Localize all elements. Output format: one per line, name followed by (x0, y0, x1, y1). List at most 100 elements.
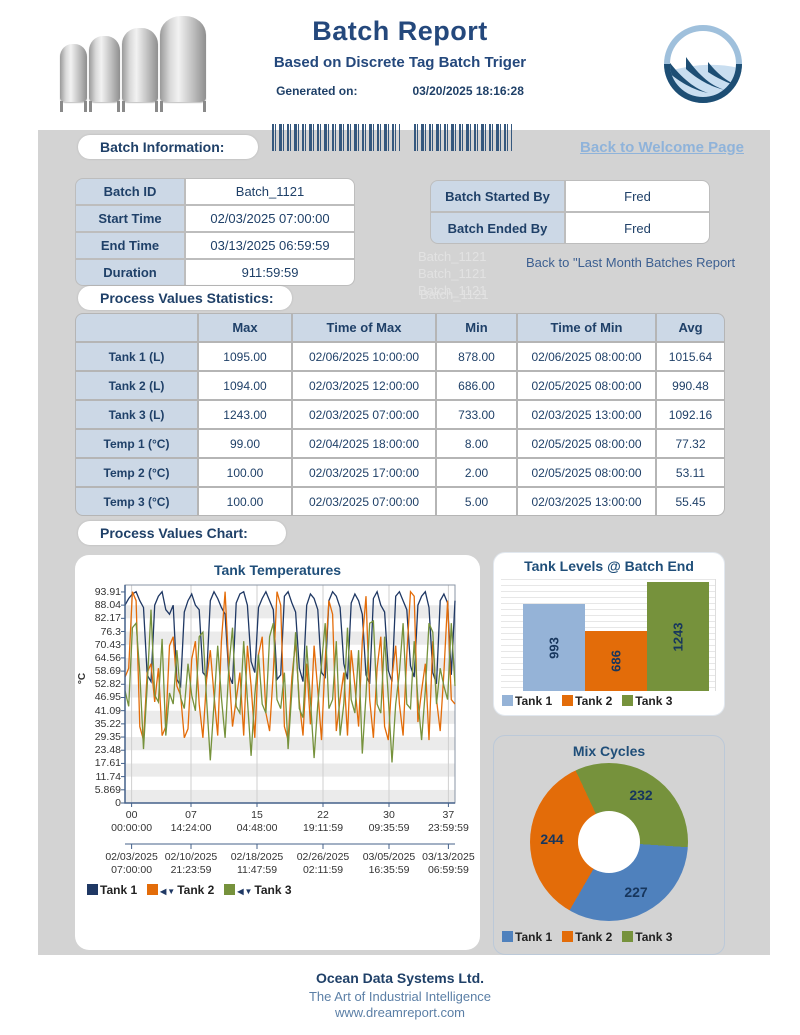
date-tick-label: 02/03/2025 07:00:00 (97, 851, 167, 877)
bar-tank1: 993 (523, 604, 585, 691)
y-tick-label: 23.48 (94, 744, 121, 757)
batch-info-value: 911:59:59 (185, 259, 355, 286)
chart-section-heading: Process Values Chart: (78, 521, 286, 545)
stats-column-header (75, 313, 198, 342)
date-tick-line1: 03/05/2025 (362, 851, 416, 863)
stats-cell: 733.00 (436, 400, 517, 429)
stats-column-header: Time of Max (292, 313, 436, 342)
stats-cell: 02/03/2025 13:00:00 (517, 487, 656, 516)
date-tick-line2: 16:35:59 (368, 864, 410, 876)
x-tick-line1: 22 (317, 809, 329, 821)
stats-cell: 878.00 (436, 342, 517, 371)
stats-column-header: Avg (656, 313, 725, 342)
table-row: Tank 3 (L) 1243.00 02/03/2025 07:00:00 733.… (75, 400, 725, 429)
y-tick-label: 64.56 (94, 651, 121, 664)
donut-hole (578, 811, 640, 873)
footer-website: www.dreamreport.com (334, 1005, 466, 1020)
x-tick-line2: 09:35:59 (368, 822, 410, 834)
last-month-batches-link[interactable]: Back to "Last Month Batches Report (526, 255, 736, 270)
ghost-batch-id-stats: Batch_1121 (420, 287, 489, 302)
stats-cell: 02/03/2025 07:00:00 (292, 487, 436, 516)
batch-people-table: Batch Started By Fred Batch Ended By Fred (430, 180, 710, 244)
bar-value-label: 686 (608, 650, 624, 672)
stats-row-label: Tank 1 (L) (75, 342, 198, 371)
generated-label: Generated on: (276, 84, 358, 98)
stats-cell: 02/03/2025 17:00:00 (292, 458, 436, 487)
stats-cell: 55.45 (656, 487, 725, 516)
stats-cell: 1094.00 (198, 371, 292, 400)
batch-people-label: Batch Started By (430, 180, 565, 212)
y-tick-label: 82.17 (94, 612, 121, 625)
legend-item: ◀▼Tank 2 (147, 883, 214, 897)
mix-cycles-chart: Mix Cycles 227 244 232 Tank 1 Tank 2 Tank 3 (493, 735, 725, 955)
back-to-welcome-link[interactable]: Back to Welcome Page (580, 139, 744, 156)
legend-swatch-icon (562, 695, 574, 706)
y-tick-label: 0 (115, 797, 121, 809)
batch-people-value: Fred (565, 212, 710, 244)
stats-cell: 990.48 (656, 371, 725, 400)
stats-row-label: Temp 2 (°C) (75, 458, 198, 487)
legend-item: Tank 2 (562, 694, 612, 708)
y-tick-label: 52.82 (94, 678, 121, 691)
date-tick-label: 02/26/2025 02:11:59 (288, 851, 358, 877)
legend-label: Tank 3 (635, 930, 673, 944)
tank-levels-chart: Tank Levels @ Batch End 993 686 1243 Tank … (493, 552, 725, 716)
y-tick-label: 76.3 (100, 625, 121, 638)
report-body-panel: Batch Information: Back to Welcome Page … (38, 124, 770, 955)
date-tick-label: 03/13/2025 06:59:59 (413, 851, 483, 877)
legend-label: Tank 1 (100, 883, 138, 897)
batch-info-label: Duration (75, 259, 185, 286)
stats-cell: 02/05/2025 08:00:00 (517, 429, 656, 458)
stats-cell: 02/03/2025 13:00:00 (517, 400, 656, 429)
stats-column-header: Time of Min (517, 313, 656, 342)
batch-info-row: Batch ID Batch_1121 (75, 178, 355, 205)
y-tick-label: 5.869 (94, 783, 121, 796)
y-tick-label: 46.95 (94, 691, 121, 704)
legend-item: Tank 1 (502, 930, 552, 944)
legend-arrows-icon: ◀▼ (237, 887, 254, 896)
legend-label: Tank 2 (575, 694, 613, 708)
stats-row-label: Tank 2 (L) (75, 371, 198, 400)
batch-info-label: Start Time (75, 205, 185, 232)
stats-cell: 1243.00 (198, 400, 292, 429)
date-tick-line2: 21:23:59 (170, 864, 212, 876)
batch-people-value: Fred (565, 180, 710, 212)
date-tick-label: 03/05/2025 16:35:59 (354, 851, 424, 877)
stats-cell: 02/05/2025 08:00:00 (517, 458, 656, 487)
bar-value-label: 1243 (670, 622, 686, 651)
legend-swatch-icon (622, 695, 634, 706)
date-tick-line2: 06:59:59 (427, 864, 469, 876)
legend-swatch-icon (87, 884, 98, 895)
stats-cell: 77.32 (656, 429, 725, 458)
date-tick-line1: 02/03/2025 (105, 851, 158, 863)
batch-people-row: Batch Started By Fred (430, 180, 710, 212)
line-plot-area (121, 584, 456, 807)
y-tick-label: 35.22 (94, 717, 121, 730)
bar-value-label: 993 (546, 636, 562, 659)
y-tick-label: 88.04 (94, 599, 121, 612)
bar-chart-legend: Tank 1 Tank 2 Tank 3 (502, 694, 672, 708)
x-tick-label: 30 09:35:59 (354, 809, 424, 835)
x-tick-label: 15 04:48:00 (222, 809, 292, 835)
batch-info-table: Batch ID Batch_1121 Start Time 02/03/2025 0… (75, 178, 355, 286)
table-row: Temp 1 (°C) 99.00 02/04/2025 18:00:00 8.00 0… (75, 429, 725, 458)
x-tick-line1: 15 (251, 809, 263, 821)
stats-cell: 100.00 (198, 458, 292, 487)
stats-row-label: Temp 1 (°C) (75, 429, 198, 458)
stats-cell: 99.00 (198, 429, 292, 458)
ghost-batch-id-list: Batch_1121 Batch_1121 Batch_1121 (418, 249, 487, 298)
table-row: Temp 3 (°C) 100.00 02/03/2025 07:00:00 5.00… (75, 487, 725, 516)
date-tick-line2: 07:00:00 (111, 864, 153, 876)
legend-arrows-icon: ◀▼ (160, 887, 177, 896)
stats-cell: 8.00 (436, 429, 517, 458)
y-tick-label: 41.09 (94, 704, 121, 717)
batch-info-label: End Time (75, 232, 185, 259)
legend-label: Tank 1 (515, 930, 553, 944)
table-row: Tank 2 (L) 1094.00 02/03/2025 12:00:00 686.… (75, 371, 725, 400)
x-tick-line2: 14:24:00 (170, 822, 212, 834)
stats-cell: 02/06/2025 08:00:00 (517, 342, 656, 371)
stats-cell: 02/04/2025 18:00:00 (292, 429, 436, 458)
x-tick-line1: 37 (442, 809, 455, 821)
legend-swatch-icon (562, 931, 574, 942)
stats-cell: 02/06/2025 10:00:00 (292, 342, 436, 371)
